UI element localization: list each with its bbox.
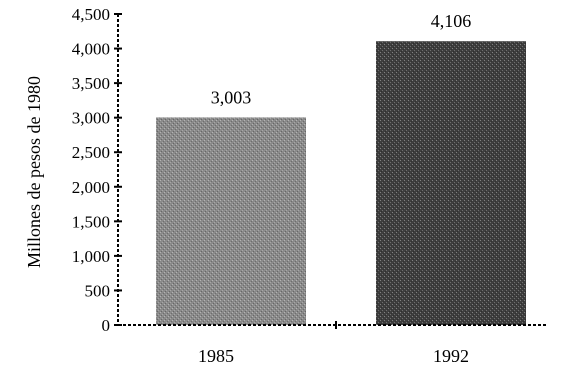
bar-texture-1985 [156,117,306,325]
y-tick-label: 4,000 [72,40,110,59]
y-tick-label: 4,500 [72,5,110,24]
y-axis-title: Millones de pesos de 1980 [24,76,44,268]
y-tick-label: 3,000 [72,109,110,128]
bars [156,41,526,326]
bar-texture-1992 [376,41,526,326]
y-tick-label: 1,500 [72,212,110,231]
category-label-1985: 1985 [198,346,234,366]
data-label-1992: 4,106 [431,11,472,31]
y-tick-label: 2,000 [72,178,110,197]
y-axis-ticks: 0 500 1,000 1,500 2,000 2,500 3,000 3,500 4,000 4… [72,5,122,335]
data-label-1985: 3,003 [211,87,252,107]
category-label-1992: 1992 [433,346,469,366]
y-tick-label: 2,500 [72,143,110,162]
y-tick-label: 3,500 [72,74,110,93]
y-tick-label: 500 [85,281,111,300]
x-axis-category-labels: 1985 1992 [198,321,469,366]
data-labels: 3,003 4,106 [211,11,472,107]
y-tick-label: 0 [102,316,111,335]
y-tick-label: 1,000 [72,247,110,266]
